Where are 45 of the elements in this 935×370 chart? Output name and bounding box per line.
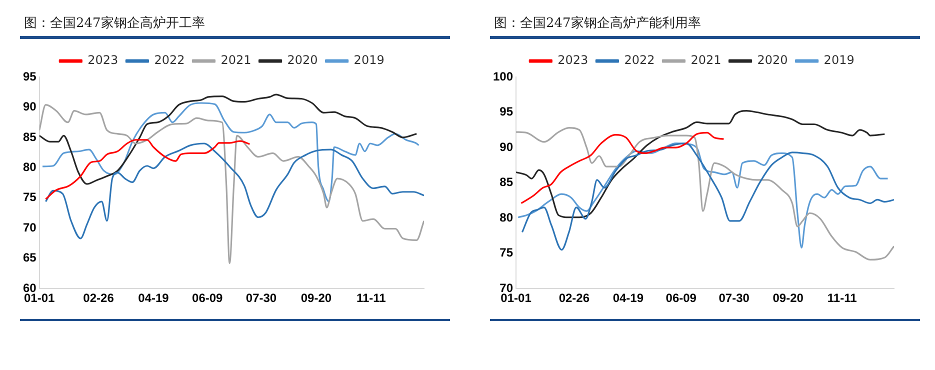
y-tick-label: 85 <box>22 130 37 144</box>
legend-label: 2019 <box>824 53 854 68</box>
y-tick-label: 75 <box>22 190 37 204</box>
legend-label: 2023 <box>88 53 118 68</box>
x-tick-label: 06-09 <box>666 291 697 306</box>
line-series <box>42 102 420 202</box>
line-series <box>44 142 424 240</box>
chart-title: 图：全国247家钢企高炉产能利用率 <box>493 15 702 33</box>
line-series <box>44 139 250 200</box>
x-tick-label: 04-19 <box>138 291 170 306</box>
chart-title: 图：全国247家钢企高炉开工率 <box>23 15 206 33</box>
y-tick-label: 90 <box>500 140 514 154</box>
line-series <box>516 110 886 218</box>
y-tick-label: 65 <box>22 250 37 265</box>
x-tick-label: 02-26 <box>83 291 114 306</box>
y-tick-label: 70 <box>22 220 37 234</box>
y-tick-label: 80 <box>500 210 514 224</box>
x-tick-label: 02-26 <box>558 291 590 306</box>
legend-label: 2023 <box>558 53 588 68</box>
y-tick-label: 90 <box>22 100 37 114</box>
legend-label: 2020 <box>287 53 318 68</box>
line-series <box>39 104 424 264</box>
y-tick-label: 100 <box>492 69 514 84</box>
legend-label: 2022 <box>154 53 185 68</box>
x-tick-label: 11-11 <box>356 291 386 306</box>
line-series <box>516 126 894 260</box>
x-tick-label: 07-30 <box>718 291 750 306</box>
x-tick-label: 09-20 <box>300 291 332 306</box>
y-tick-label: 95 <box>500 104 514 119</box>
y-tick-label: 85 <box>500 175 514 190</box>
legend-label: 2022 <box>624 53 655 68</box>
legend-label: 2021 <box>690 53 722 68</box>
legend-label: 2019 <box>354 53 384 68</box>
line-series <box>39 94 418 185</box>
x-tick-label: 06-09 <box>192 291 224 306</box>
x-tick-label: 07-30 <box>246 291 277 306</box>
y-tick-label: 80 <box>22 160 37 174</box>
legend-label: 2021 <box>220 53 252 68</box>
x-tick-label: 04-19 <box>612 291 644 306</box>
y-tick-label: 75 <box>500 246 514 260</box>
line-series <box>520 132 724 204</box>
x-tick-label: 11-11 <box>827 291 858 306</box>
legend-label: 2020 <box>757 53 788 68</box>
y-tick-label: 95 <box>22 69 37 84</box>
x-tick-label: 09-20 <box>772 291 804 306</box>
